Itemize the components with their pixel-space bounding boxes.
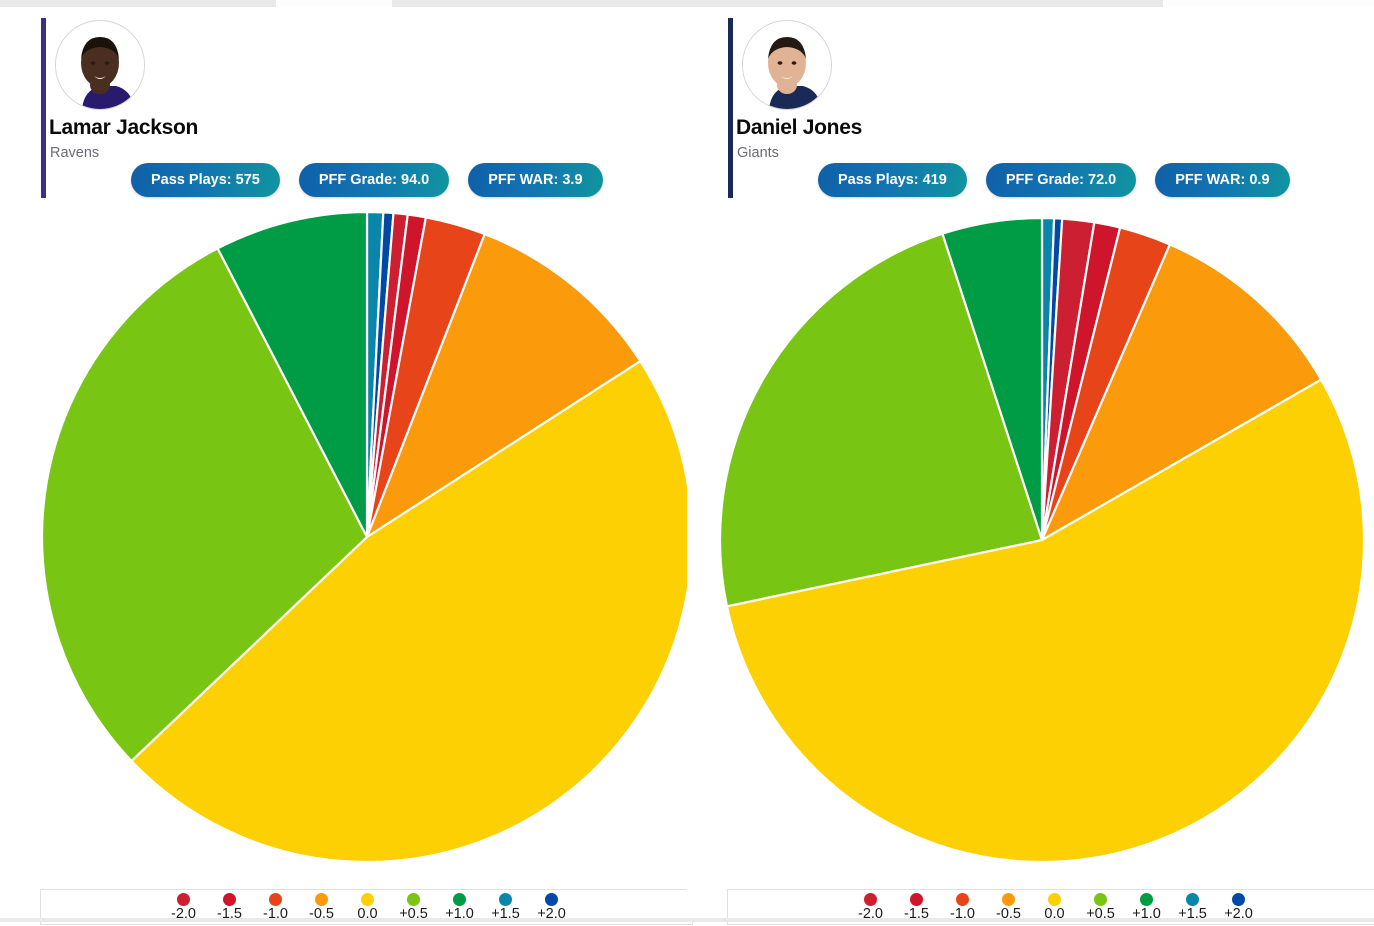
legend-dot-icon xyxy=(1094,893,1107,906)
legend-label: -1.5 xyxy=(217,906,242,922)
legend-label: -1.0 xyxy=(950,906,975,922)
legend-dot-icon xyxy=(177,893,190,906)
pie-chart-left[interactable] xyxy=(0,203,687,863)
legend-label: -2.0 xyxy=(171,906,196,922)
legend-dot-icon xyxy=(315,893,328,906)
legend-label: +0.5 xyxy=(399,906,428,922)
player-team: Ravens xyxy=(50,145,100,161)
player-panel-left: Lamar Jackson Ravens Pass Plays: 575 PFF… xyxy=(0,7,693,925)
legend-item[interactable]: -0.5 xyxy=(299,890,345,922)
legend-label: +1.0 xyxy=(445,906,474,922)
legend-item[interactable]: -2.0 xyxy=(161,890,207,922)
legend-item[interactable]: 0.0 xyxy=(345,890,391,922)
player-header: Daniel Jones Giants Pass Plays: 419 PFF … xyxy=(728,18,1368,203)
bottom-edge-strip xyxy=(0,918,1374,922)
legend-label: -0.5 xyxy=(996,906,1021,922)
legend-dot-icon xyxy=(269,893,282,906)
legend-label: 0.0 xyxy=(357,906,378,922)
legend-label: +1.0 xyxy=(1132,906,1161,922)
legend-label: -0.5 xyxy=(309,906,334,922)
legend-label: 0.0 xyxy=(1044,906,1065,922)
legend-item[interactable]: -1.5 xyxy=(207,890,253,922)
legend-dot-icon xyxy=(910,893,923,906)
legend-item[interactable]: -1.0 xyxy=(253,890,299,922)
legend-label: +1.5 xyxy=(1178,906,1207,922)
pie-slice[interactable] xyxy=(129,359,687,863)
legend-item[interactable]: 0.0 xyxy=(1032,890,1078,922)
legend-label: +2.0 xyxy=(537,906,566,922)
stat-pill-pff-grade[interactable]: PFF Grade: 94.0 xyxy=(298,163,450,197)
player-headshot-daniel-jones xyxy=(742,20,832,110)
legend-label: +1.5 xyxy=(491,906,520,922)
player-name: Daniel Jones xyxy=(736,116,862,139)
player-team: Giants xyxy=(737,145,779,161)
legend-item[interactable]: -0.5 xyxy=(986,890,1032,922)
stat-pill-group: Pass Plays: 419 PFF Grade: 72.0 PFF WAR:… xyxy=(818,163,1290,197)
legend-dot-icon xyxy=(499,893,512,906)
legend-item[interactable]: +0.5 xyxy=(391,890,437,922)
pie-slice[interactable] xyxy=(725,378,1366,863)
legend-dot-icon xyxy=(864,893,877,906)
legend-dot-icon xyxy=(1186,893,1199,906)
legend-item[interactable]: +1.5 xyxy=(1170,890,1216,922)
legend-item[interactable]: +2.0 xyxy=(1216,890,1262,922)
legend-label: -1.0 xyxy=(263,906,288,922)
legend-dot-icon xyxy=(1002,893,1015,906)
player-panel-right: Daniel Jones Giants Pass Plays: 419 PFF … xyxy=(687,7,1374,925)
pie-slice[interactable] xyxy=(1039,243,1323,543)
legend-dot-icon xyxy=(956,893,969,906)
browser-chrome-strip xyxy=(0,0,1374,7)
stat-pill-pff-grade[interactable]: PFF Grade: 72.0 xyxy=(985,163,1137,197)
legend-dot-icon xyxy=(1048,893,1061,906)
stat-pill-group: Pass Plays: 575 PFF Grade: 94.0 PFF WAR:… xyxy=(131,163,603,197)
legend-dot-icon xyxy=(1232,893,1245,906)
color-scale-legend: -2.0 -1.5 -1.0 -0.5 0.0 +0.5 +1.0 +1.5 xyxy=(728,890,1374,926)
color-scale-legend: -2.0 -1.5 -1.0 -0.5 0.0 +0.5 +1.0 +1.5 xyxy=(41,890,694,926)
player-headshot-lamar-jackson xyxy=(55,20,145,110)
pie-slice[interactable] xyxy=(216,210,369,538)
stat-pill-pass-plays[interactable]: Pass Plays: 575 xyxy=(131,163,280,197)
legend-label: +0.5 xyxy=(1086,906,1115,922)
legend-dot-icon xyxy=(545,893,558,906)
team-accent-bar xyxy=(41,18,46,198)
legend-item[interactable]: +0.5 xyxy=(1078,890,1124,922)
pie-chart-right[interactable] xyxy=(687,203,1374,863)
legend-item[interactable]: -1.0 xyxy=(940,890,986,922)
team-accent-bar xyxy=(728,18,733,198)
legend-dot-icon xyxy=(407,893,420,906)
legend-dot-icon xyxy=(453,893,466,906)
legend-dot-icon xyxy=(1140,893,1153,906)
stat-pill-pff-war[interactable]: PFF WAR: 0.9 xyxy=(1155,163,1290,197)
legend-item[interactable]: +1.0 xyxy=(437,890,483,922)
legend-item[interactable]: +1.0 xyxy=(1124,890,1170,922)
stat-pill-pass-plays[interactable]: Pass Plays: 419 xyxy=(818,163,967,197)
pie-slice[interactable] xyxy=(718,232,1044,608)
player-name: Lamar Jackson xyxy=(49,116,199,139)
legend-label: -1.5 xyxy=(904,906,929,922)
stat-pill-pff-war[interactable]: PFF WAR: 3.9 xyxy=(468,163,603,197)
legend-item[interactable]: -2.0 xyxy=(848,890,894,922)
legend-dot-icon xyxy=(361,893,374,906)
pie-slice[interactable] xyxy=(40,246,369,763)
player-header: Lamar Jackson Ravens Pass Plays: 575 PFF… xyxy=(41,18,681,203)
legend-item[interactable]: +1.5 xyxy=(483,890,529,922)
legend-dot-icon xyxy=(223,893,236,906)
pie-slice[interactable] xyxy=(364,232,642,540)
legend-item[interactable]: +2.0 xyxy=(529,890,575,922)
pie-slice[interactable] xyxy=(941,216,1044,541)
legend-item[interactable]: -1.5 xyxy=(894,890,940,922)
legend-label: +2.0 xyxy=(1224,906,1253,922)
legend-label: -2.0 xyxy=(858,906,883,922)
